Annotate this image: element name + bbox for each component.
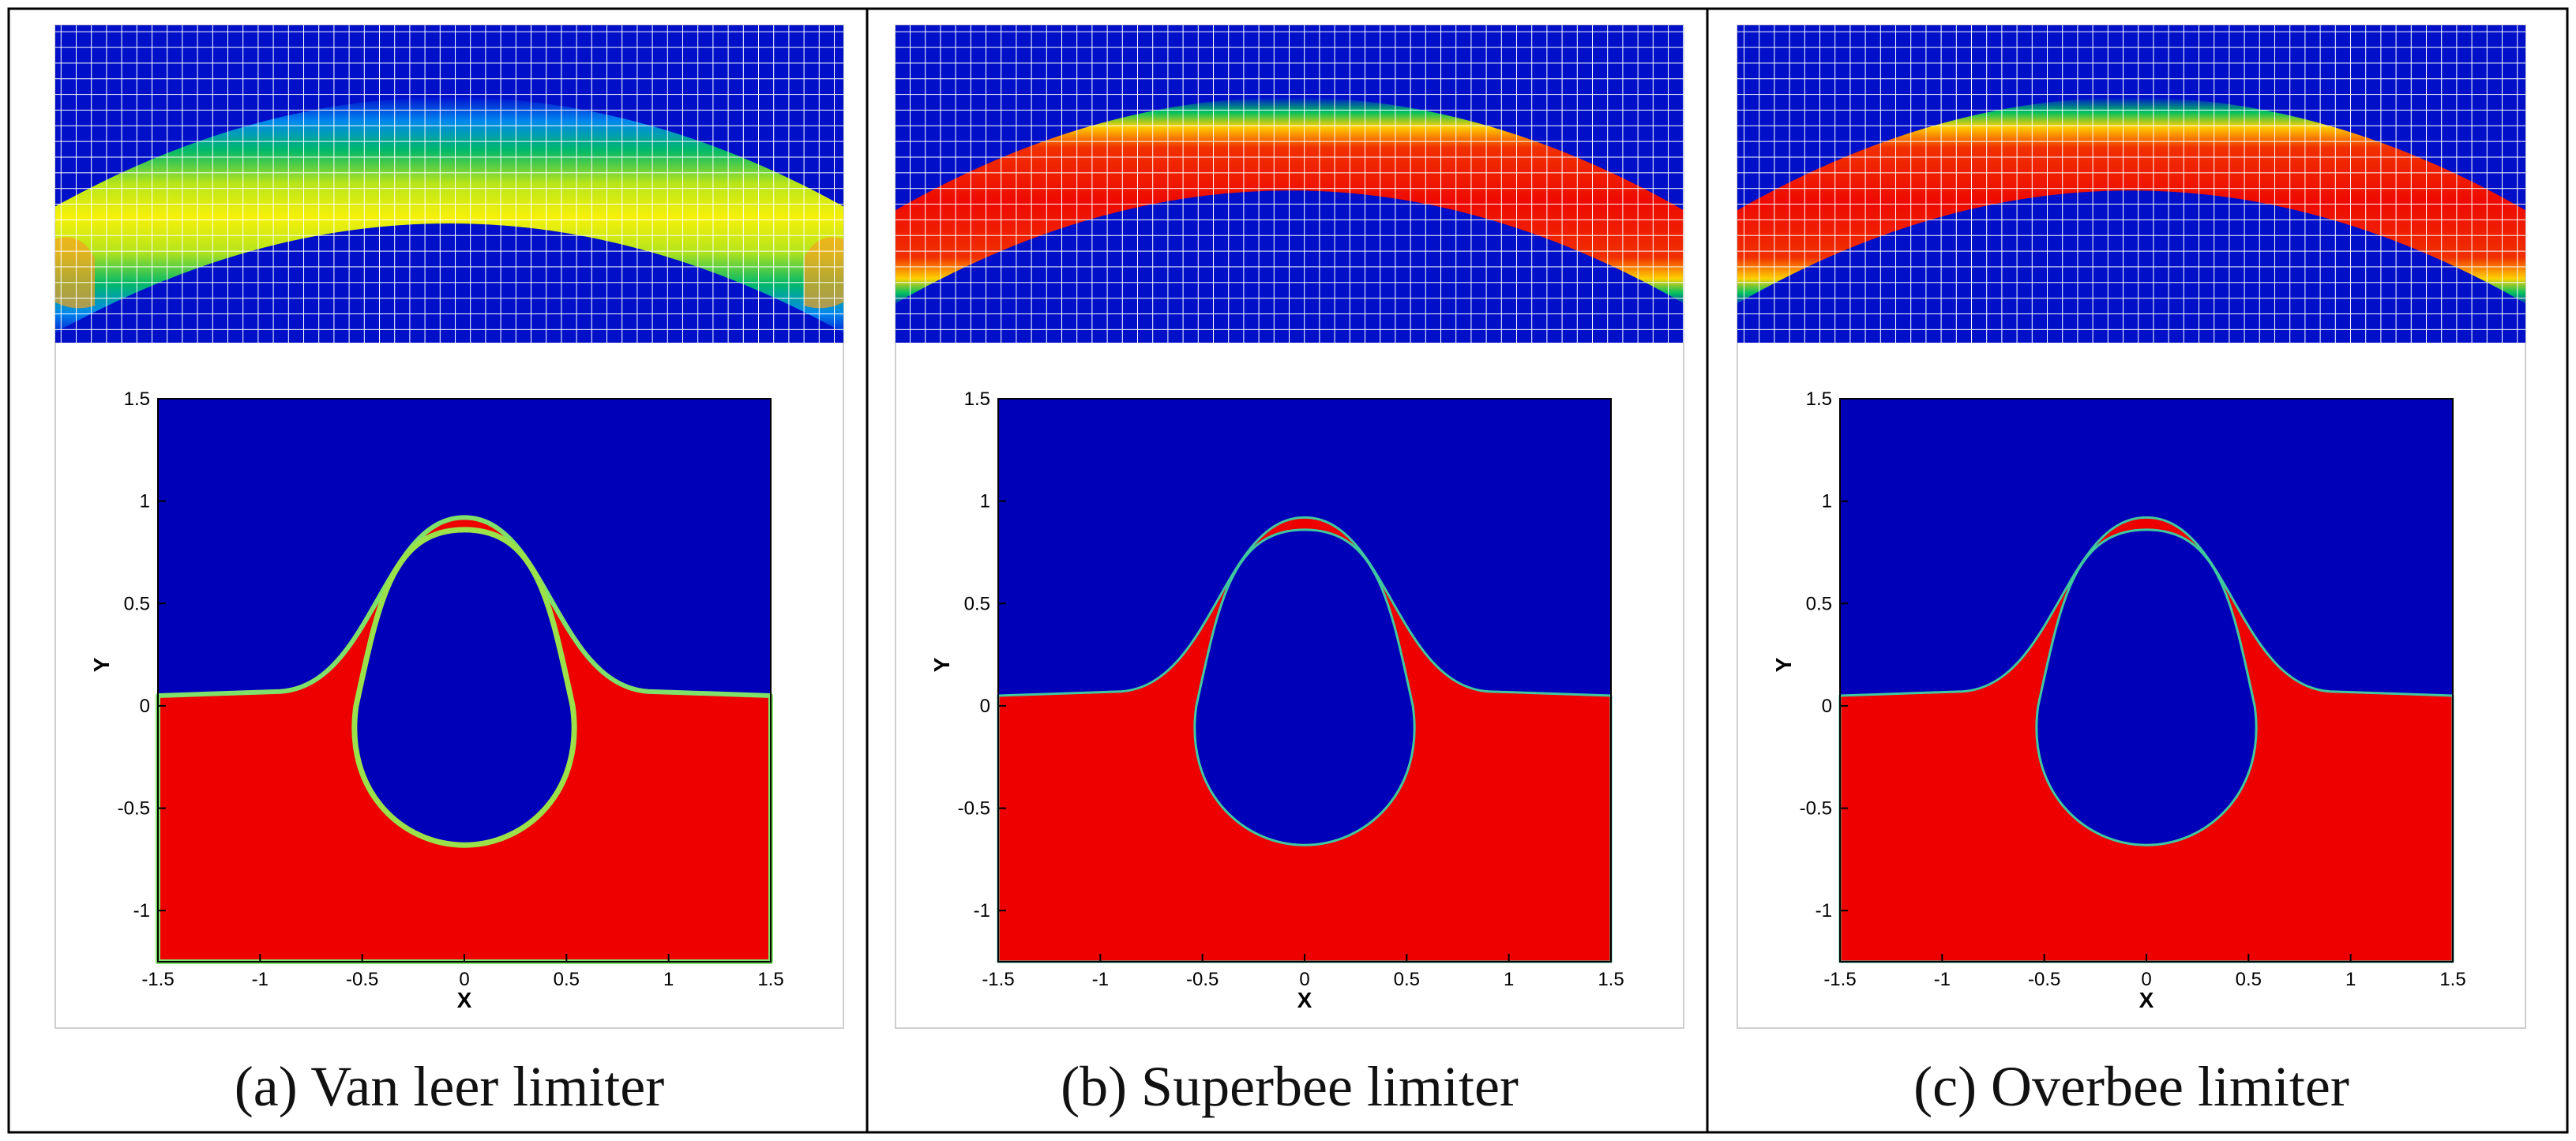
panel-b-zoom-inset xyxy=(896,25,1684,343)
panel-a-xtick-label: -1.5 xyxy=(141,969,174,990)
panel-a-mesh-grid xyxy=(55,25,843,343)
panel-a-ylabel: Y xyxy=(89,657,114,672)
panel-c: -1.5 -1 -0.5 0 0.5 1 1.5 -1 -0.5 0 0.5 1 1.5 X Y (c) Ov… xyxy=(1737,24,2526,1118)
panel-b-mesh-grid xyxy=(896,25,1684,343)
panel-c-xtick-label: -0.5 xyxy=(2028,969,2060,990)
panel-b-xtick-label: -1 xyxy=(1092,969,1109,990)
panel-b-xtick-label: -1.5 xyxy=(982,969,1014,990)
panel-a-ytick-label: 1 xyxy=(140,491,150,512)
panel-b-xlabel: X xyxy=(1297,988,1312,1012)
panel-a-ytick-label: 1.5 xyxy=(124,388,150,410)
panel-a-ytick-label: 0 xyxy=(140,696,150,717)
panel-b-ylabel: Y xyxy=(929,657,954,672)
panel-b-xtick-label: -0.5 xyxy=(1186,969,1219,990)
panel-a: -1.5 -1 -0.5 0 0.5 1 1.5 -1 -0.5 0 0.5 1 1.5 X Y (a) Va… xyxy=(54,24,844,1118)
panel-b-xtick-label: 0 xyxy=(1299,969,1309,990)
panel-c-caption: (c) Overbee limiter xyxy=(1913,1055,2349,1118)
panel-b-xtick-label: 0.5 xyxy=(1394,969,1420,990)
panel-c-bubble xyxy=(2035,528,2258,846)
panel-a-zoom-inset xyxy=(55,25,843,343)
panel-b-xtick-label: 1 xyxy=(1504,969,1514,990)
panel-c-xtick-label: -1 xyxy=(1934,969,1951,990)
panel-a-xtick-label: 0.5 xyxy=(554,969,580,990)
panel-c-zoom-inset xyxy=(1737,25,2525,343)
panel-a-xlabel: X xyxy=(457,988,472,1012)
panel-c-ytick-label: 0.5 xyxy=(1806,593,1832,614)
panel-a-contour-plot: -1.5 -1 -0.5 0 0.5 1 1.5 -1 -0.5 0 0.5 1 1.5 X Y xyxy=(89,388,784,1012)
panel-b-ytick-label: 1 xyxy=(980,491,990,512)
panel-c-ytick-label: 1 xyxy=(1822,491,1832,512)
panel-c-xtick-label: 1 xyxy=(2345,969,2356,990)
panel-a-xtick-label: 0 xyxy=(459,969,469,990)
panel-c-xtick-label: 1.5 xyxy=(2439,969,2465,990)
panel-c-ytick-label: -0.5 xyxy=(1800,798,1832,820)
panel-a-ytick-label: -1 xyxy=(133,900,150,921)
panel-b-caption: (b) Superbee limiter xyxy=(1061,1055,1519,1118)
panel-b-ytick-label: -0.5 xyxy=(958,798,990,820)
panel-a-bubble xyxy=(351,527,577,848)
panel-a-ytick-label: 0.5 xyxy=(124,593,150,614)
panel-b-ytick-label: 0 xyxy=(980,696,990,717)
panel-c-xtick-label: 0.5 xyxy=(2236,969,2262,990)
panel-c-ylabel: Y xyxy=(1771,657,1796,672)
panel-b: -1.5 -1 -0.5 0 0.5 1 1.5 -1 -0.5 0 0.5 1 1.5 X Y (b) Su… xyxy=(895,24,1684,1118)
panel-b-contour-plot: -1.5 -1 -0.5 0 0.5 1 1.5 -1 -0.5 0 0.5 1 1.5 X Y xyxy=(929,388,1624,1012)
panel-a-xtick-label: -1 xyxy=(252,969,268,990)
panel-a-ytick-label: -0.5 xyxy=(118,798,150,820)
panel-c-contour-plot: -1.5 -1 -0.5 0 0.5 1 1.5 -1 -0.5 0 0.5 1 1.5 X Y xyxy=(1771,388,2466,1012)
panel-c-xlabel: X xyxy=(2139,988,2154,1012)
panel-c-ytick-label: -1 xyxy=(1816,900,1832,921)
panel-c-mesh-grid xyxy=(1737,25,2525,343)
panel-a-xtick-label: -0.5 xyxy=(346,969,378,990)
panel-a-xtick-label: 1 xyxy=(663,969,674,990)
panel-c-ytick-label: 0 xyxy=(1822,696,1832,717)
panel-b-ytick-label: 1.5 xyxy=(964,388,990,410)
panel-b-ytick-label: -1 xyxy=(974,900,990,921)
panel-b-ytick-label: 0.5 xyxy=(964,593,990,614)
panel-b-bubble xyxy=(1193,528,1416,846)
panel-b-xtick-label: 1.5 xyxy=(1598,969,1624,990)
panel-a-xtick-label: 1.5 xyxy=(757,969,783,990)
panel-c-ytick-label: 1.5 xyxy=(1806,388,1832,410)
panel-a-caption: (a) Van leer limiter xyxy=(235,1055,664,1118)
panel-c-xtick-label: 0 xyxy=(2141,969,2151,990)
panel-c-xtick-label: -1.5 xyxy=(1823,969,1856,990)
